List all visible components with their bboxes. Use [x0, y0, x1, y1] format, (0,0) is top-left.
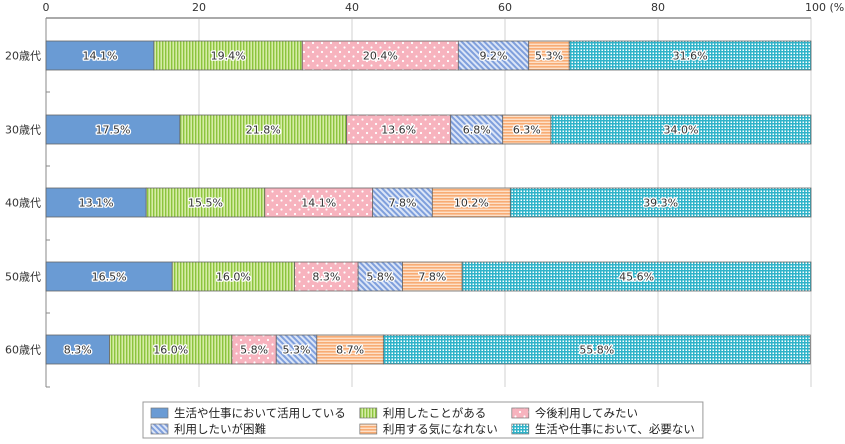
- legend-item: 利用する気になれない: [359, 422, 498, 436]
- bar-segment: [179, 114, 348, 145]
- bar-segment: [372, 187, 433, 218]
- data-label: 16.0%: [216, 271, 251, 284]
- legend: 生活や仕事において活用している 利用したことがある 今後利用してみたい利用したいが困…: [142, 401, 704, 439]
- data-label: 8.7%: [336, 344, 364, 357]
- bar-segment: [45, 114, 181, 145]
- data-label: 9.2%: [480, 50, 508, 63]
- x-tick-label: 0: [43, 1, 50, 14]
- bar-segment: [431, 187, 511, 218]
- data-label: 34.0%: [663, 124, 698, 137]
- data-label: 5.8%: [240, 344, 268, 357]
- legend-label: 利用する気になれない: [383, 422, 498, 436]
- axes: 0 20 40 60 80 100 (%) 20歳代 30歳代 40歳代 50歳代 60歳代: [5, 1, 845, 388]
- data-label: 5.8%: [366, 271, 394, 284]
- data-label: 45.6%: [619, 271, 654, 284]
- bar-segment: [45, 187, 147, 218]
- bar-segment: [450, 114, 504, 145]
- data-label: 20.4%: [363, 50, 398, 63]
- data-label: 6.3%: [513, 124, 541, 137]
- legend-label: 生活や仕事において活用している: [174, 406, 346, 420]
- bar-segment: [301, 40, 459, 71]
- data-label: 7.8%: [418, 271, 446, 284]
- legend-item: 今後利用してみたい: [511, 406, 638, 420]
- legend-label: 今後利用してみたい: [535, 406, 638, 420]
- legend-label: 利用したことがある: [383, 406, 487, 420]
- data-label: 55.8%: [579, 344, 614, 357]
- data-label: 8.3%: [312, 271, 340, 284]
- data-label: 19.4%: [211, 50, 246, 63]
- bar-segment: [461, 261, 812, 292]
- data-label: 21.8%: [246, 124, 281, 137]
- data-label: 15.5%: [188, 197, 223, 210]
- legend-item: 生活や仕事において活用している: [150, 406, 346, 420]
- data-label: 5.3%: [535, 50, 563, 63]
- legend-swatch: [511, 423, 530, 435]
- legend-swatch: [359, 407, 378, 419]
- data-labels: 14.1% 19.4% 20.4% 9.2% 5.3% 31.6% 17.5% 21.8% 13…: [62, 48, 708, 358]
- x-tick-label: 20: [192, 1, 206, 14]
- category-label: 50歳代: [5, 271, 41, 284]
- category-label: 20歳代: [5, 50, 41, 63]
- bar-segment: [457, 40, 530, 71]
- data-label: 13.6%: [381, 124, 416, 137]
- category-label: 30歳代: [5, 124, 41, 137]
- x-tick-label: 80: [651, 1, 665, 14]
- data-label: 14.1%: [301, 197, 336, 210]
- bar-segment: [346, 114, 452, 145]
- bar-segment: [509, 187, 812, 218]
- data-label: 16.0%: [153, 344, 188, 357]
- legend-swatch: [150, 423, 169, 435]
- data-label: 13.1%: [79, 197, 114, 210]
- bar-segment: [568, 40, 812, 71]
- legend-label: 利用したいが困難: [174, 422, 266, 436]
- legend-label: 生活や仕事において、必要ない: [535, 422, 695, 436]
- bar-segment: [402, 261, 463, 292]
- legend-item: 利用したいが困難: [150, 422, 266, 436]
- data-label: 31.6%: [673, 50, 708, 63]
- bar-segment: [231, 334, 277, 365]
- bar-segment: [264, 187, 374, 218]
- data-label: 14.1%: [82, 50, 117, 63]
- bar-segment: [145, 187, 266, 218]
- legend-swatch: [150, 407, 169, 419]
- data-label: 6.8%: [463, 124, 491, 137]
- data-label: 17.5%: [95, 124, 130, 137]
- bar-segment: [45, 334, 110, 365]
- x-tick-label: 60: [498, 1, 512, 14]
- x-tick-label: 100 (%): [805, 1, 845, 14]
- x-tick-label: 40: [345, 1, 359, 14]
- data-label: 5.3%: [283, 344, 311, 357]
- bar-segment: [550, 114, 812, 145]
- data-label: 39.3%: [643, 197, 678, 210]
- legend-swatch: [359, 423, 378, 435]
- bar-segment: [382, 334, 811, 365]
- data-label: 10.2%: [454, 197, 489, 210]
- category-label: 40歳代: [5, 197, 41, 210]
- bar-segment: [502, 114, 552, 145]
- legend-item: 利用したことがある: [359, 406, 487, 420]
- data-label: 7.8%: [389, 197, 417, 210]
- legend-swatch: [511, 407, 530, 419]
- bar-segment: [528, 40, 570, 71]
- bar-segment: [171, 261, 296, 292]
- bar-segment: [153, 40, 303, 71]
- legend-box: [142, 401, 704, 439]
- bar-segment: [316, 334, 384, 365]
- category-label: 60歳代: [5, 344, 41, 357]
- bar-segment: [45, 261, 173, 292]
- legend-item: 生活や仕事において、必要ない: [511, 422, 695, 436]
- data-label: 16.5%: [92, 271, 127, 284]
- data-label: 8.3%: [64, 344, 92, 357]
- bars: [45, 40, 812, 365]
